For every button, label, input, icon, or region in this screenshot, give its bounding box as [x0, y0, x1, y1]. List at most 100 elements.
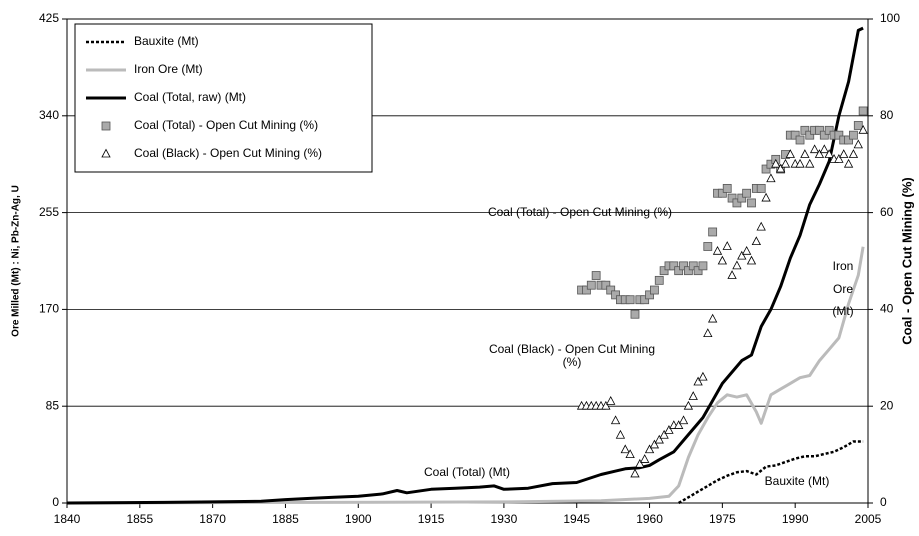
marker-triangle: [848, 149, 859, 158]
marker-triangle: [649, 439, 660, 449]
x-tick-label: 1900: [345, 512, 372, 526]
x-tick-label: 1945: [563, 512, 590, 526]
marker-triangle: [727, 270, 737, 279]
marker-square: [703, 242, 713, 251]
marker-triangle: [659, 429, 669, 439]
x-tick-label: 1840: [54, 512, 81, 526]
marker-triangle: [620, 444, 630, 454]
marker-square: [800, 125, 810, 135]
annotation: Bauxite (Mt): [765, 474, 830, 488]
y2-tick-label: 40: [880, 302, 894, 316]
x-tick-label: 1930: [491, 512, 518, 526]
y2-tick-label: 100: [880, 11, 900, 25]
marker-square: [591, 271, 601, 280]
marker-triangle: [766, 173, 776, 183]
x-tick-label: 1915: [418, 512, 445, 526]
marker-triangle: [805, 158, 815, 168]
marker-triangle: [698, 371, 708, 381]
marker-square: [101, 121, 111, 131]
marker-triangle: [737, 250, 747, 260]
marker-triangle: [756, 221, 766, 231]
marker-square: [630, 309, 640, 319]
marker-square: [756, 183, 766, 193]
marker-triangle: [746, 255, 757, 265]
marker-square: [679, 261, 688, 271]
x-tick-label: 1960: [636, 512, 663, 526]
marker-square: [650, 285, 659, 295]
annotation: Coal (Black) - Open Cut Mining: [489, 342, 655, 356]
line-series: [66, 26, 864, 505]
marker-triangle: [601, 400, 611, 410]
marker-square: [693, 266, 703, 276]
marker-triangle: [751, 236, 762, 246]
marker-triangle: [795, 158, 805, 168]
marker-square: [722, 183, 732, 193]
marker-square: [834, 130, 844, 140]
x-tick-label: 1855: [126, 512, 153, 526]
x-tick-label: 1870: [199, 512, 226, 526]
annotation: Iron: [833, 259, 854, 273]
y-axis-title: Ore Milled (Mt) : Ni, Pb-Zn-Ag, U: [11, 185, 22, 337]
marker-triangle: [635, 458, 645, 468]
marker-triangle: [780, 158, 791, 168]
annotation: Ore: [833, 282, 853, 296]
marker-triangle: [630, 468, 640, 478]
y2-tick-label: 0: [880, 495, 887, 509]
marker-triangle: [101, 148, 111, 158]
marker-triangle: [732, 260, 742, 270]
y-tick-label: 425: [39, 11, 59, 25]
marker-triangle: [775, 163, 786, 173]
marker-square: [688, 261, 698, 271]
marker-triangle: [707, 313, 718, 323]
marker-triangle: [858, 124, 868, 134]
annotation: (Mt): [832, 304, 853, 318]
marker-square: [717, 188, 727, 198]
y-tick-label: 170: [39, 302, 59, 316]
marker-triangle: [615, 429, 626, 439]
marker-triangle: [824, 149, 834, 158]
marker-triangle: [606, 396, 616, 405]
marker-square: [669, 261, 679, 271]
marker-square: [625, 295, 635, 305]
y2-tick-label: 60: [880, 205, 894, 219]
y-tick-label: 340: [39, 108, 59, 122]
marker-triangle: [644, 444, 655, 454]
marker-triangle: [712, 245, 723, 255]
marker-square: [747, 198, 756, 208]
marker-square: [698, 261, 708, 271]
marker-square: [849, 130, 858, 140]
marker-square: [611, 290, 620, 300]
x-tick-label: 1975: [709, 512, 736, 526]
marker-triangle: [800, 149, 810, 158]
marker-square: [737, 193, 747, 203]
marker-triangle: [610, 415, 621, 425]
marker-triangle: [809, 144, 820, 154]
marker-triangle: [819, 144, 829, 154]
legend-label: Coal (Black) - Open Cut Mining (%): [134, 146, 322, 160]
marker-triangle: [761, 192, 771, 202]
marker-triangle: [853, 139, 863, 149]
marker-triangle: [625, 449, 635, 458]
legend-label: Coal (Total, raw) (Mt): [134, 90, 246, 104]
y2-axis-title: Coal - Open Cut Mining (%): [899, 177, 914, 345]
x-tick-label: 1885: [272, 512, 299, 526]
marker-square: [708, 227, 718, 237]
marker-square: [674, 266, 684, 276]
marker-triangle: [814, 149, 825, 158]
marker-square: [732, 198, 742, 208]
legend-label: Coal (Total) - Open Cut Mining (%): [134, 118, 318, 132]
y2-tick-label: 20: [880, 398, 894, 412]
marker-triangle: [741, 245, 752, 255]
marker-triangle: [771, 158, 781, 168]
legend-box: [74, 23, 373, 173]
marker-square: [727, 193, 737, 203]
marker-square: [742, 188, 752, 198]
marker-square: [819, 130, 829, 140]
marker-triangle: [654, 434, 664, 444]
marker-square: [586, 280, 596, 290]
marker-square: [606, 285, 616, 295]
marker-square: [844, 135, 853, 145]
line-series: [66, 246, 865, 505]
annotation: (%): [563, 355, 582, 369]
